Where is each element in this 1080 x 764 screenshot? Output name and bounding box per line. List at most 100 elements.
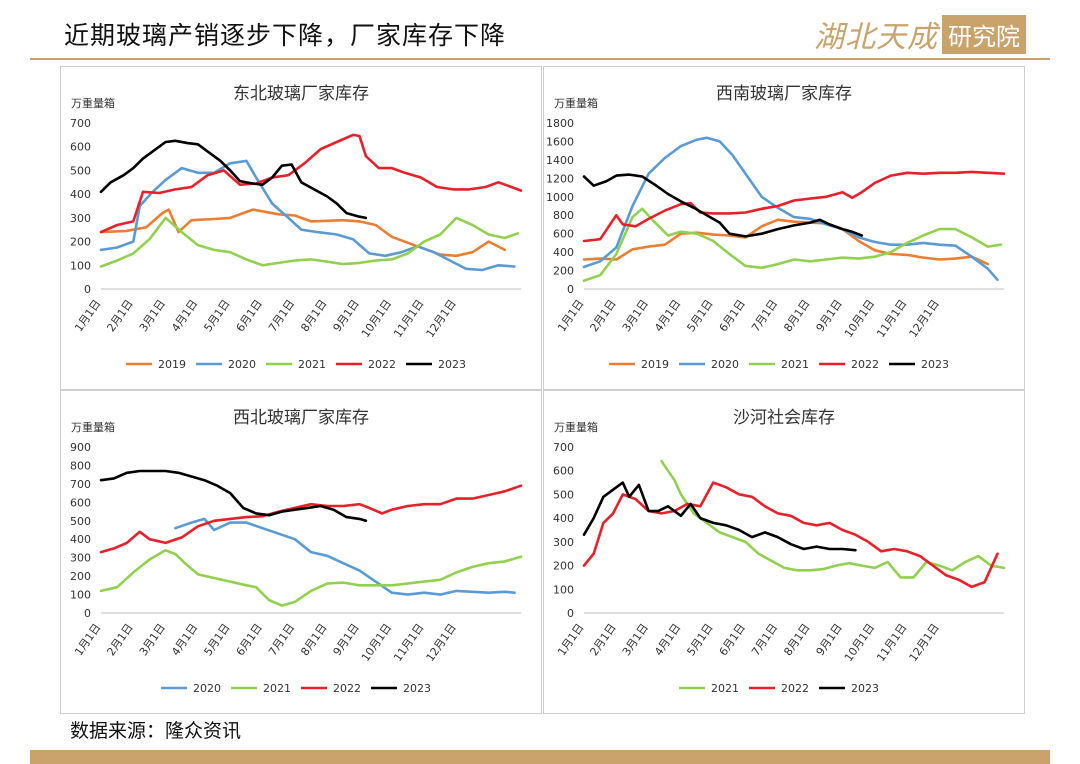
x-tick-label: 7月1日 — [749, 621, 780, 658]
x-tick-label: 3月1日 — [137, 621, 168, 658]
x-tick-label: 2月1日 — [104, 297, 135, 334]
data-source-note: 数据来源：隆众资讯 — [70, 720, 242, 742]
x-tick-label: 3月1日 — [137, 297, 168, 334]
series-line-2021 — [99, 216, 520, 268]
y-tick-label: 300 — [70, 552, 91, 565]
legend-label-2019: 2019 — [158, 358, 186, 371]
y-tick-label: 200 — [70, 570, 91, 583]
legend-label-2022: 2022 — [333, 682, 361, 695]
legend-label-2022: 2022 — [851, 358, 879, 371]
y-tick-label: 500 — [70, 164, 91, 177]
legend-label-2020: 2020 — [228, 358, 256, 371]
series-line-2021 — [99, 549, 523, 607]
y-tick-label: 0 — [567, 283, 574, 296]
y-tick-label: 0 — [84, 283, 91, 296]
series-line-2023 — [99, 139, 368, 220]
chart-title: 西南玻璃厂家库存 — [716, 84, 852, 104]
y-axis-unit-label: 万重量箱 — [71, 420, 115, 434]
x-tick-label: 6月1日 — [234, 621, 265, 658]
x-tick-label: 11月1日 — [874, 297, 909, 340]
y-tick-label: 400 — [553, 246, 574, 259]
y-tick-label: 900 — [70, 441, 91, 454]
x-tick-label: 1月1日 — [555, 621, 586, 658]
x-tick-label: 12月1日 — [424, 297, 459, 340]
y-tick-label: 1600 — [546, 135, 574, 148]
y-tick-label: 800 — [553, 209, 574, 222]
x-tick-label: 1月1日 — [72, 297, 103, 334]
x-tick-label: 5月1日 — [201, 621, 232, 658]
x-tick-label: 8月1日 — [781, 297, 812, 334]
x-tick-label: 7月1日 — [749, 297, 780, 334]
y-tick-label: 200 — [553, 560, 574, 573]
x-tick-label: 10月1日 — [842, 297, 877, 340]
series-line-2023 — [582, 173, 864, 238]
x-tick-label: 12月1日 — [907, 297, 942, 340]
x-tick-label: 2月1日 — [587, 297, 618, 334]
series-line-2022 — [99, 133, 523, 234]
y-tick-label: 600 — [70, 141, 91, 154]
legend-label-2020: 2020 — [711, 358, 739, 371]
series-line-2021 — [582, 207, 1003, 282]
x-tick-label: 4月1日 — [169, 621, 200, 658]
legend-label-2022: 2022 — [781, 682, 809, 695]
y-tick-label: 600 — [70, 496, 91, 509]
y-tick-label: 700 — [553, 441, 574, 454]
y-tick-label: 0 — [567, 607, 574, 620]
series-line-2019 — [99, 208, 507, 258]
series-line-2021 — [660, 459, 1006, 579]
x-tick-label: 4月1日 — [169, 297, 200, 334]
y-tick-label: 600 — [553, 228, 574, 241]
brand-logo: 湖北天成 研究院 — [814, 12, 1026, 56]
x-tick-label: 3月1日 — [620, 297, 651, 334]
y-tick-label: 200 — [553, 265, 574, 278]
x-tick-label: 4月1日 — [652, 621, 683, 658]
chart-panel-southwest: 西南玻璃厂家库存万重量箱 0 200 400 600 800 1000 1200 1400 160… — [543, 66, 1025, 390]
y-tick-label: 600 — [553, 465, 574, 478]
chart-panel-northeast: 东北玻璃厂家库存万重量箱 0 100 200 300 400 500 600 700 1月1日 2月… — [60, 66, 542, 390]
series-line-2020 — [582, 136, 999, 282]
y-axis-unit-label: 万重量箱 — [71, 96, 115, 110]
logo-main-text: 湖北天成 — [814, 20, 938, 55]
y-tick-label: 1200 — [546, 172, 574, 185]
chart-title: 东北玻璃厂家库存 — [233, 84, 369, 104]
y-tick-label: 500 — [70, 515, 91, 528]
y-tick-label: 200 — [70, 236, 91, 249]
y-tick-label: 1000 — [546, 191, 574, 204]
legend-label-2023: 2023 — [438, 358, 466, 371]
y-tick-label: 1800 — [546, 117, 574, 130]
y-axis-unit-label: 万重量箱 — [554, 96, 598, 110]
y-tick-label: 800 — [70, 459, 91, 472]
x-tick-label: 6月1日 — [234, 297, 265, 334]
y-tick-label: 500 — [553, 488, 574, 501]
x-tick-label: 10月1日 — [359, 297, 394, 340]
series-line-2020 — [99, 159, 516, 272]
y-tick-label: 100 — [553, 583, 574, 596]
x-tick-label: 11月1日 — [391, 621, 426, 664]
x-tick-label: 9月1日 — [331, 297, 362, 334]
x-tick-label: 11月1日 — [391, 297, 426, 340]
series-line-2022 — [582, 481, 999, 589]
legend-label-2023: 2023 — [851, 682, 879, 695]
x-tick-label: 7月1日 — [266, 297, 297, 334]
y-tick-label: 300 — [70, 212, 91, 225]
x-tick-label: 2月1日 — [587, 621, 618, 658]
legend-label-2023: 2023 — [921, 358, 949, 371]
y-tick-label: 1400 — [546, 154, 574, 167]
chart-panel-northwest: 西北玻璃厂家库存 万重量箱 0 100 200 300 400 500 600 700 800 900… — [60, 390, 542, 714]
y-tick-label: 400 — [70, 188, 91, 201]
legend-label-2020: 2020 — [193, 682, 221, 695]
x-tick-label: 8月1日 — [781, 621, 812, 658]
chart-panel-shahe: 沙河社会库存 万重量箱 0 100 200 300 400 500 600 700 1月1日 2月1日… — [543, 390, 1025, 714]
x-tick-label: 1月1日 — [72, 621, 103, 658]
y-tick-label: 700 — [70, 117, 91, 130]
title-divider — [30, 58, 1050, 60]
x-tick-label: 10月1日 — [842, 621, 877, 664]
x-tick-label: 12月1日 — [424, 621, 459, 664]
x-tick-label: 6月1日 — [717, 297, 748, 334]
y-tick-label: 100 — [70, 589, 91, 602]
x-tick-label: 8月1日 — [298, 621, 329, 658]
y-tick-label: 100 — [70, 259, 91, 272]
